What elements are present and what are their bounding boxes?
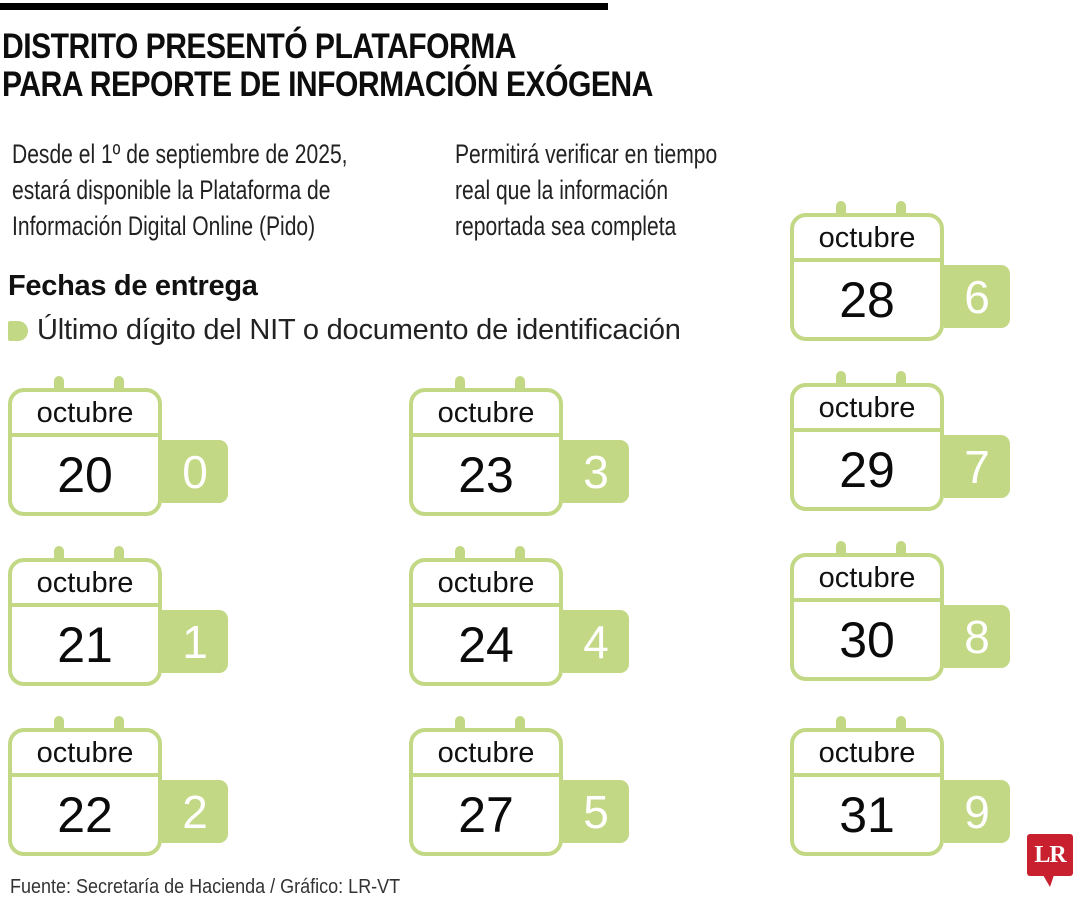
calendar-month: octubre: [413, 732, 559, 777]
nit-digit-badge: 1: [162, 610, 228, 673]
calendar-day: 20: [57, 446, 113, 503]
calendar-month: octubre: [794, 217, 940, 262]
calendar-ring-icon: [515, 546, 525, 568]
calendar-card-digit-8: octubre 30 8: [790, 541, 1015, 681]
nit-digit-badge: 3: [563, 440, 629, 503]
calendar-ring-icon: [515, 376, 525, 398]
calendar-ring-icon: [896, 371, 906, 393]
calendar-month: octubre: [12, 732, 158, 777]
calendar-month: octubre: [12, 392, 158, 437]
calendar-day: 31: [839, 786, 895, 843]
intro-right-line: Permitirá verificar en tiempo: [455, 139, 718, 169]
calendar-ring-icon: [836, 201, 846, 223]
intro-left-line: estará disponible la Plataforma de: [12, 175, 331, 205]
calendar-card-digit-2: octubre 22 2: [8, 716, 233, 856]
page-title: DISTRITO PRESENTÓ PLATAFORMA PARA REPORT…: [2, 28, 653, 104]
calendar-day: 21: [57, 616, 113, 673]
calendar-ring-icon: [54, 546, 64, 568]
calendar-ring-icon: [896, 541, 906, 563]
calendar-icon: octubre 24: [409, 558, 563, 686]
calendar-day: 28: [839, 271, 895, 328]
nit-digit-badge: 6: [944, 265, 1010, 328]
calendar-ring-icon: [114, 376, 124, 398]
intro-left-line: Desde el 1º de septiembre de 2025,: [12, 139, 348, 169]
section-title: Fechas de entrega: [8, 270, 258, 302]
calendar-ring-icon: [836, 541, 846, 563]
calendar-ring-icon: [54, 716, 64, 738]
calendar-icon: octubre 29: [790, 383, 944, 511]
calendar-ring-icon: [54, 376, 64, 398]
nit-digit-badge: 8: [944, 605, 1010, 668]
legend-label: Último dígito del NIT o documento de ide…: [37, 314, 681, 346]
intro-text-left: Desde el 1º de septiembre de 2025, estar…: [12, 136, 348, 244]
title-line-1: DISTRITO PRESENTÓ PLATAFORMA: [2, 27, 517, 66]
calendar-month: octubre: [794, 732, 940, 777]
calendar-icon: octubre 22: [8, 728, 162, 856]
calendar-ring-icon: [455, 716, 465, 738]
legend: Último dígito del NIT o documento de ide…: [8, 314, 681, 347]
calendar-card-digit-6: octubre 28 6: [790, 201, 1015, 341]
calendar-icon: octubre 21: [8, 558, 162, 686]
calendar-card-digit-3: octubre 23 3: [409, 376, 634, 516]
calendar-ring-icon: [114, 716, 124, 738]
calendar-card-digit-5: octubre 27 5: [409, 716, 634, 856]
calendar-day: 30: [839, 611, 895, 668]
calendar-day: 24: [458, 616, 514, 673]
calendar-icon: octubre 27: [409, 728, 563, 856]
calendar-month: octubre: [12, 562, 158, 607]
intro-text-right: Permitirá verificar en tiempo real que l…: [455, 136, 717, 244]
calendar-icon: octubre 28: [790, 213, 944, 341]
calendar-ring-icon: [836, 371, 846, 393]
calendar-ring-icon: [455, 376, 465, 398]
calendar-ring-icon: [455, 546, 465, 568]
lr-logo-tail: [1043, 875, 1054, 887]
calendar-card-digit-4: octubre 24 4: [409, 546, 634, 686]
calendar-icon: octubre 30: [790, 553, 944, 681]
top-rule: [0, 3, 608, 10]
calendar-day: 27: [458, 786, 514, 843]
nit-digit-badge: 7: [944, 435, 1010, 498]
nit-digit-badge: 5: [563, 780, 629, 843]
calendar-ring-icon: [836, 716, 846, 738]
calendar-ring-icon: [515, 716, 525, 738]
intro-right-line: real que la información: [455, 175, 669, 205]
source-credit: Fuente: Secretaría de Hacienda / Gráfico…: [10, 876, 401, 898]
calendar-ring-icon: [896, 716, 906, 738]
calendar-ring-icon: [114, 546, 124, 568]
lr-logo-icon: LR: [1027, 834, 1073, 876]
nit-digit-badge: 9: [944, 780, 1010, 843]
intro-left-line: Información Digital Online (Pido): [12, 211, 316, 241]
nit-digit-badge: 4: [563, 610, 629, 673]
calendar-ring-icon: [896, 201, 906, 223]
calendar-card-digit-0: octubre 20 0: [8, 376, 233, 516]
calendar-day: 23: [458, 446, 514, 503]
intro-right-line: reportada sea completa: [455, 211, 677, 241]
calendar-day: 22: [57, 786, 113, 843]
calendar-month: octubre: [794, 387, 940, 432]
calendar-card-digit-7: octubre 29 7: [790, 371, 1015, 511]
calendar-icon: octubre 20: [8, 388, 162, 516]
nit-digit-badge: 2: [162, 780, 228, 843]
calendar-icon: octubre 23: [409, 388, 563, 516]
calendar-month: octubre: [413, 562, 559, 607]
calendar-month: octubre: [794, 557, 940, 602]
nit-digit-badge: 0: [162, 440, 228, 503]
calendar-month: octubre: [413, 392, 559, 437]
calendar-card-digit-9: octubre 31 9: [790, 716, 1015, 856]
title-line-2: PARA REPORTE DE INFORMACIÓN EXÓGENA: [2, 65, 653, 104]
calendar-card-digit-1: octubre 21 1: [8, 546, 233, 686]
calendar-day: 29: [839, 441, 895, 498]
calendar-icon: octubre 31: [790, 728, 944, 856]
legend-swatch-icon: [8, 320, 28, 341]
